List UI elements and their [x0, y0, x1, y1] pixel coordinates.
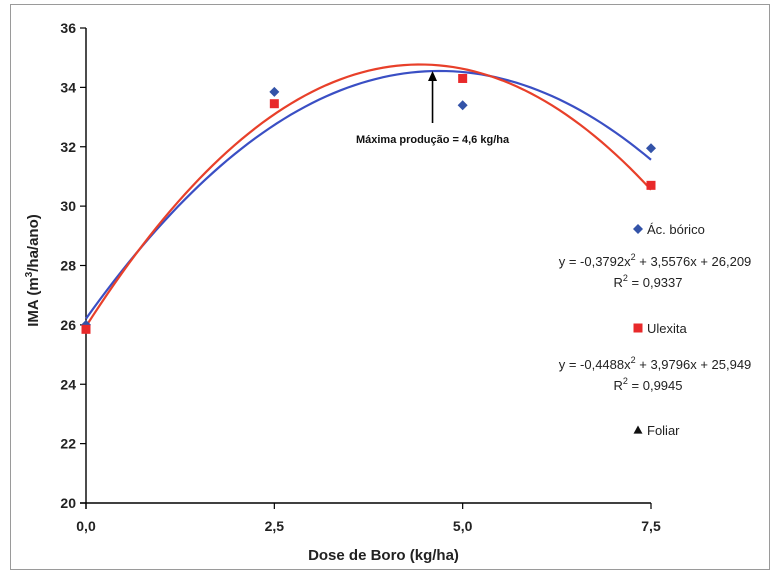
y-tick-label: 26 [60, 317, 76, 333]
annotation-arrow-head [428, 71, 438, 82]
x-axis-title: Dose de Boro (kg/ha) [308, 547, 459, 564]
chart-frame [10, 4, 770, 570]
legend-label-1: Ulexita [647, 321, 688, 336]
data-point [269, 86, 280, 97]
trend-line-1 [85, 63, 652, 327]
y-tick-label: 32 [60, 139, 76, 155]
legend-label-0: Ác. bórico [647, 222, 705, 237]
chart-axes: 20 22 24 26 28 30 32 34 36 0,0 2,5 5,0 7,5 [60, 20, 661, 534]
r-squared-0: R2 = 0,9337 [614, 273, 683, 290]
data-point [269, 99, 279, 109]
legend: Ác. bórico y = -0,3792x2 + 3,5576x + 26,2… [559, 222, 752, 438]
trend-curves [85, 63, 652, 327]
y-tick-label: 20 [60, 495, 76, 511]
r-squared-1: R2 = 0,9945 [614, 376, 683, 393]
legend-marker-0 [633, 224, 643, 234]
data-points [81, 73, 656, 334]
legend-marker-1 [633, 323, 643, 333]
axis-titles: Dose de Boro (kg/ha) IMA (m3/ha/ano) [24, 214, 459, 564]
data-point [646, 180, 656, 190]
trend-equation-0: y = -0,3792x2 + 3,5576x + 26,209 [559, 252, 752, 269]
x-tick-label: 0,0 [76, 518, 96, 534]
x-tick-label: 7,5 [641, 518, 661, 534]
legend-marker-2 [633, 425, 643, 434]
annotation-label: Máxima produção = 4,6 kg/ha [356, 134, 510, 146]
annotation: Máxima produção = 4,6 kg/ha [356, 71, 510, 146]
y-tick-label: 24 [60, 376, 76, 392]
trend-line-0 [85, 69, 652, 320]
x-tick-label: 2,5 [265, 518, 285, 534]
y-tick-label: 22 [60, 436, 76, 452]
data-point [81, 324, 91, 334]
y-axis-title: IMA (m3/ha/ano) [24, 214, 42, 327]
data-point [646, 143, 656, 154]
legend-label-2: Foliar [647, 423, 680, 438]
y-tick-label: 36 [60, 20, 76, 36]
y-tick-label: 28 [60, 258, 76, 274]
data-point [458, 73, 468, 83]
x-tick-label: 5,0 [453, 518, 473, 534]
y-tick-label: 30 [60, 198, 76, 214]
trend-equation-1: y = -0,4488x2 + 3,9796x + 25,949 [559, 355, 752, 372]
data-point [457, 100, 468, 111]
y-tick-label: 34 [60, 79, 76, 95]
